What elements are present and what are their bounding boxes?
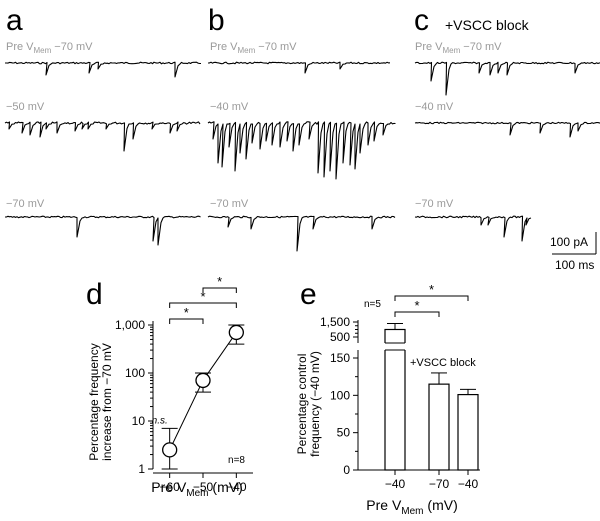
- e-y-tick-label: 0: [343, 463, 350, 477]
- e-x-tick-label: −40: [458, 477, 479, 491]
- current-trace: [207, 215, 396, 252]
- e-y-tick-label: 1,500: [320, 315, 350, 329]
- d-data-point: [162, 442, 178, 458]
- d-sig-bracket-3: [169, 318, 204, 324]
- d-ylabel-1: Percentage frequency: [87, 343, 101, 460]
- scale-bar: 100 pA 100 ms: [550, 232, 597, 272]
- e-ylabel-2: frequency (−40 mV): [308, 351, 322, 457]
- e-y-tick-label: 150: [330, 351, 350, 365]
- e-y-tick-label: 50: [337, 426, 351, 440]
- d-x-tick-label: −40: [226, 480, 247, 494]
- d-n-label: n=8: [228, 455, 245, 466]
- d-y-tick-label: 1,000: [115, 318, 145, 332]
- e-sig-bracket-2-star: *: [414, 298, 419, 313]
- current-trace: [414, 121, 600, 138]
- panel-letter-b: b: [208, 4, 225, 37]
- panel-c-title: +VSCC block: [445, 17, 530, 33]
- d-ylabel-2: increase from −70 mV: [100, 343, 114, 461]
- trace-label-c-mid: −40 mV: [415, 101, 454, 113]
- e-bar: [384, 328, 406, 471]
- current-trace: [207, 61, 391, 74]
- d-ns-label: n.s.: [152, 416, 168, 427]
- e-n-label: n=5: [364, 299, 381, 310]
- d-data-point: [195, 372, 211, 389]
- d-x-tick-label: −50: [193, 480, 214, 494]
- d-xlabel: Pre VMem (mV): [151, 479, 242, 499]
- d-sig-bracket-1: [202, 287, 237, 293]
- trace-label-b-mid: −40 mV: [210, 101, 249, 113]
- panel-letter-d: d: [86, 278, 103, 311]
- current-trace: [414, 215, 532, 242]
- current-trace: [414, 61, 600, 96]
- d-y-tick-label: 10: [132, 414, 146, 428]
- e-y-tick-label: 500: [330, 330, 350, 344]
- e-bar: [428, 383, 450, 471]
- trace-label-a-mid: −50 mV: [6, 101, 45, 113]
- d-data-point: [228, 324, 244, 341]
- current-trace: [207, 121, 396, 180]
- e-xlabel: Pre VMem (mV): [366, 497, 457, 517]
- e-bar: [457, 393, 479, 471]
- d-y-tick-label: 1: [138, 462, 145, 476]
- trace-label-b-top: Pre VMem −70 mV: [210, 41, 297, 55]
- current-traces: [4, 61, 600, 252]
- trace-label-c-top: Pre VMem −70 mV: [415, 41, 502, 55]
- d-sig-bracket-2-star: *: [200, 289, 205, 304]
- e-group-label: +VSCC block: [410, 357, 476, 369]
- scale-bar-current: 100 pA: [550, 235, 588, 249]
- e-ylabel-1: Percentage control: [295, 354, 309, 455]
- e-sig-bracket-2: [394, 311, 440, 317]
- e-sig-bracket-1-star: *: [429, 282, 434, 297]
- d-sig-bracket-1-star: *: [217, 274, 222, 289]
- trace-label-a-bot: −70 mV: [6, 198, 45, 210]
- panel-d-chart: Percentage frequency increase from −70 m…: [87, 274, 253, 499]
- panel-letter-c: c: [414, 4, 429, 37]
- current-trace: [4, 121, 201, 152]
- panel-letter-a: a: [6, 4, 23, 37]
- trace-label-a-top: Pre VMem −70 mV: [6, 41, 93, 55]
- d-y-tick-label: 100: [125, 366, 145, 380]
- d-x-tick-label: −60: [159, 480, 180, 494]
- current-trace: [5, 61, 201, 78]
- e-x-tick-label: −70: [429, 477, 450, 491]
- panel-letter-e: e: [300, 278, 317, 311]
- trace-label-b-bot: −70 mV: [210, 198, 249, 210]
- d-sig-bracket-3-star: *: [184, 305, 189, 320]
- scale-bar-time: 100 ms: [555, 258, 594, 272]
- current-trace: [5, 215, 201, 246]
- e-sig-bracket-1: [394, 295, 469, 301]
- d-sig-bracket-2: [169, 302, 237, 308]
- panel-e-chart: Percentage control frequency (−40 mV) Pr…: [295, 282, 480, 517]
- e-x-tick-label: −40: [385, 477, 406, 491]
- e-y-tick-label: 100: [330, 388, 350, 402]
- e-axis-break-gap: [383, 343, 407, 350]
- trace-label-c-bot: −70 mV: [415, 198, 454, 210]
